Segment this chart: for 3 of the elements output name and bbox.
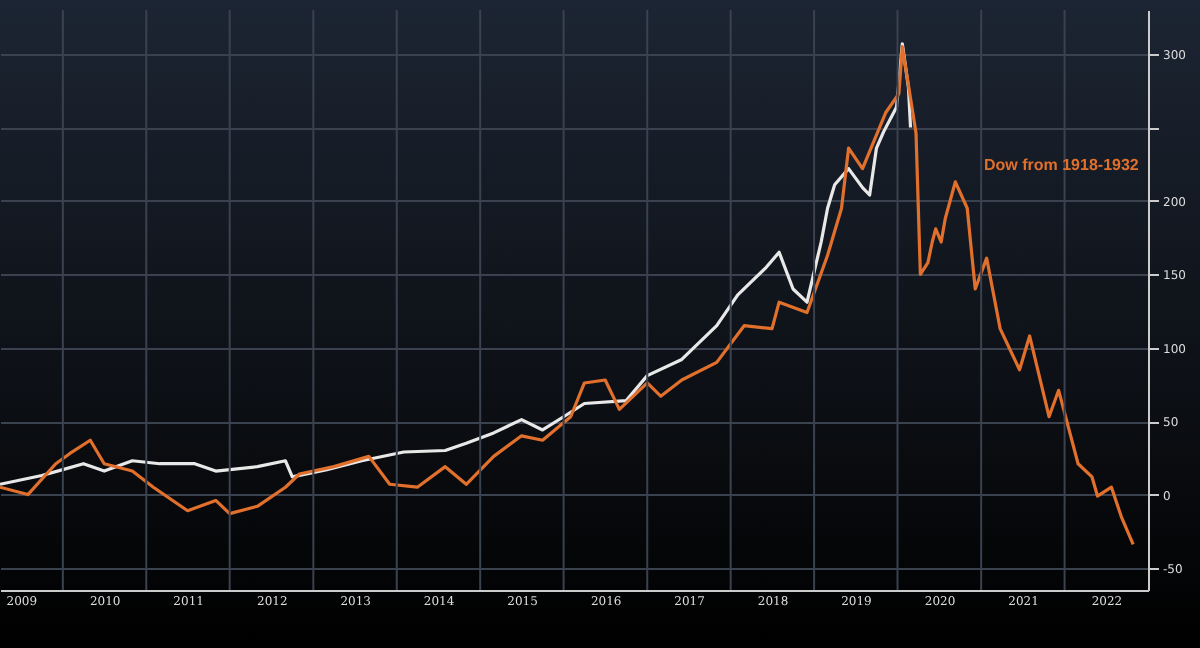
line-series: [0, 45, 1135, 547]
annotation: Dow from 1918-1932: [984, 156, 1140, 174]
line-series: [0, 42, 913, 486]
